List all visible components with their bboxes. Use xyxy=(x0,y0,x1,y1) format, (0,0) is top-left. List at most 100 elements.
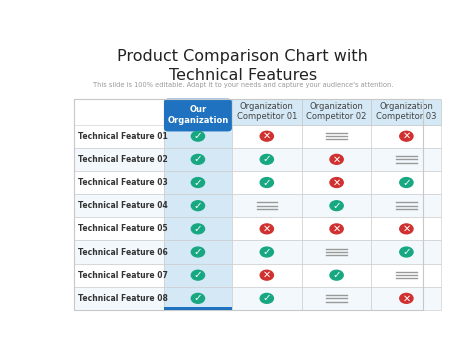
Circle shape xyxy=(330,154,343,164)
Circle shape xyxy=(400,294,413,303)
Circle shape xyxy=(260,178,273,187)
Bar xyxy=(232,171,301,194)
Bar xyxy=(372,148,441,171)
Circle shape xyxy=(260,294,273,303)
Bar xyxy=(164,307,232,310)
Bar xyxy=(232,240,301,264)
Bar xyxy=(74,194,164,217)
Bar xyxy=(74,125,164,148)
Bar xyxy=(164,125,232,148)
Bar xyxy=(301,125,372,148)
Bar xyxy=(74,264,164,287)
Text: ✓: ✓ xyxy=(263,247,271,257)
Text: ✕: ✕ xyxy=(402,224,410,234)
Circle shape xyxy=(191,224,205,234)
Bar xyxy=(74,171,164,194)
Circle shape xyxy=(191,247,205,257)
Text: ✓: ✓ xyxy=(193,131,202,141)
Bar xyxy=(232,148,301,171)
Text: ✓: ✓ xyxy=(193,201,202,211)
Bar xyxy=(301,99,372,125)
Circle shape xyxy=(191,178,205,187)
Text: Technical Feature 02: Technical Feature 02 xyxy=(78,155,168,164)
Circle shape xyxy=(191,131,205,141)
Bar xyxy=(372,99,441,125)
Text: ✕: ✕ xyxy=(263,224,271,234)
Text: ✕: ✕ xyxy=(263,131,271,141)
Circle shape xyxy=(260,247,273,257)
Circle shape xyxy=(191,154,205,164)
Bar xyxy=(164,240,232,264)
Circle shape xyxy=(330,178,343,187)
Bar xyxy=(232,264,301,287)
Text: Organization
Competitor 03: Organization Competitor 03 xyxy=(376,102,437,121)
Bar xyxy=(164,217,232,240)
Text: ✓: ✓ xyxy=(263,154,271,164)
Circle shape xyxy=(400,131,413,141)
Text: Technical Feature 05: Technical Feature 05 xyxy=(78,224,168,233)
Circle shape xyxy=(191,270,205,280)
Circle shape xyxy=(330,270,343,280)
Bar xyxy=(372,125,441,148)
Text: This slide is 100% editable. Adapt it to your needs and capture your audience's : This slide is 100% editable. Adapt it to… xyxy=(93,82,393,88)
Text: ✓: ✓ xyxy=(332,201,341,211)
Text: Technical Feature 06: Technical Feature 06 xyxy=(78,247,168,257)
Bar xyxy=(74,148,164,171)
Circle shape xyxy=(400,178,413,187)
Circle shape xyxy=(260,154,273,164)
Bar xyxy=(232,194,301,217)
Bar xyxy=(232,99,301,125)
Bar xyxy=(74,217,164,240)
Text: Technical Feature 07: Technical Feature 07 xyxy=(78,271,168,280)
Bar xyxy=(372,171,441,194)
Bar xyxy=(74,99,423,310)
Text: ✕: ✕ xyxy=(333,224,341,234)
Circle shape xyxy=(260,270,273,280)
Bar xyxy=(301,287,372,310)
FancyBboxPatch shape xyxy=(164,99,232,131)
Text: ✕: ✕ xyxy=(333,178,341,187)
Text: ✓: ✓ xyxy=(402,178,411,187)
Bar xyxy=(301,171,372,194)
Circle shape xyxy=(330,224,343,234)
Text: ✓: ✓ xyxy=(263,178,271,187)
Text: ✕: ✕ xyxy=(263,270,271,280)
Text: Technical Feature 01: Technical Feature 01 xyxy=(78,132,168,141)
Bar xyxy=(301,148,372,171)
Bar xyxy=(372,217,441,240)
Text: ✓: ✓ xyxy=(193,224,202,234)
Bar xyxy=(372,287,441,310)
Text: ✓: ✓ xyxy=(193,293,202,304)
Text: ✓: ✓ xyxy=(332,270,341,280)
Bar xyxy=(232,217,301,240)
Text: ✕: ✕ xyxy=(402,131,410,141)
Circle shape xyxy=(191,201,205,211)
Text: Technical Feature 03: Technical Feature 03 xyxy=(78,178,168,187)
Text: Technical Feature 04: Technical Feature 04 xyxy=(78,201,168,210)
Text: Organization
Competitor 01: Organization Competitor 01 xyxy=(237,102,297,121)
Bar xyxy=(301,217,372,240)
Bar xyxy=(164,148,232,171)
Circle shape xyxy=(260,224,273,234)
Bar xyxy=(74,240,164,264)
Bar xyxy=(74,287,164,310)
Bar xyxy=(232,125,301,148)
Circle shape xyxy=(191,294,205,303)
Text: Organization
Competitor 02: Organization Competitor 02 xyxy=(306,102,367,121)
Bar xyxy=(301,194,372,217)
Bar xyxy=(164,194,232,217)
Text: Technical Feature 08: Technical Feature 08 xyxy=(78,294,168,303)
Text: ✕: ✕ xyxy=(333,154,341,164)
Circle shape xyxy=(400,247,413,257)
Circle shape xyxy=(260,131,273,141)
Text: ✓: ✓ xyxy=(263,293,271,304)
Bar xyxy=(164,264,232,287)
Text: ✓: ✓ xyxy=(193,247,202,257)
Bar xyxy=(372,240,441,264)
Text: ✓: ✓ xyxy=(193,154,202,164)
Circle shape xyxy=(400,224,413,234)
Bar xyxy=(301,264,372,287)
Text: ✓: ✓ xyxy=(193,178,202,187)
Bar xyxy=(372,194,441,217)
Bar xyxy=(164,171,232,194)
